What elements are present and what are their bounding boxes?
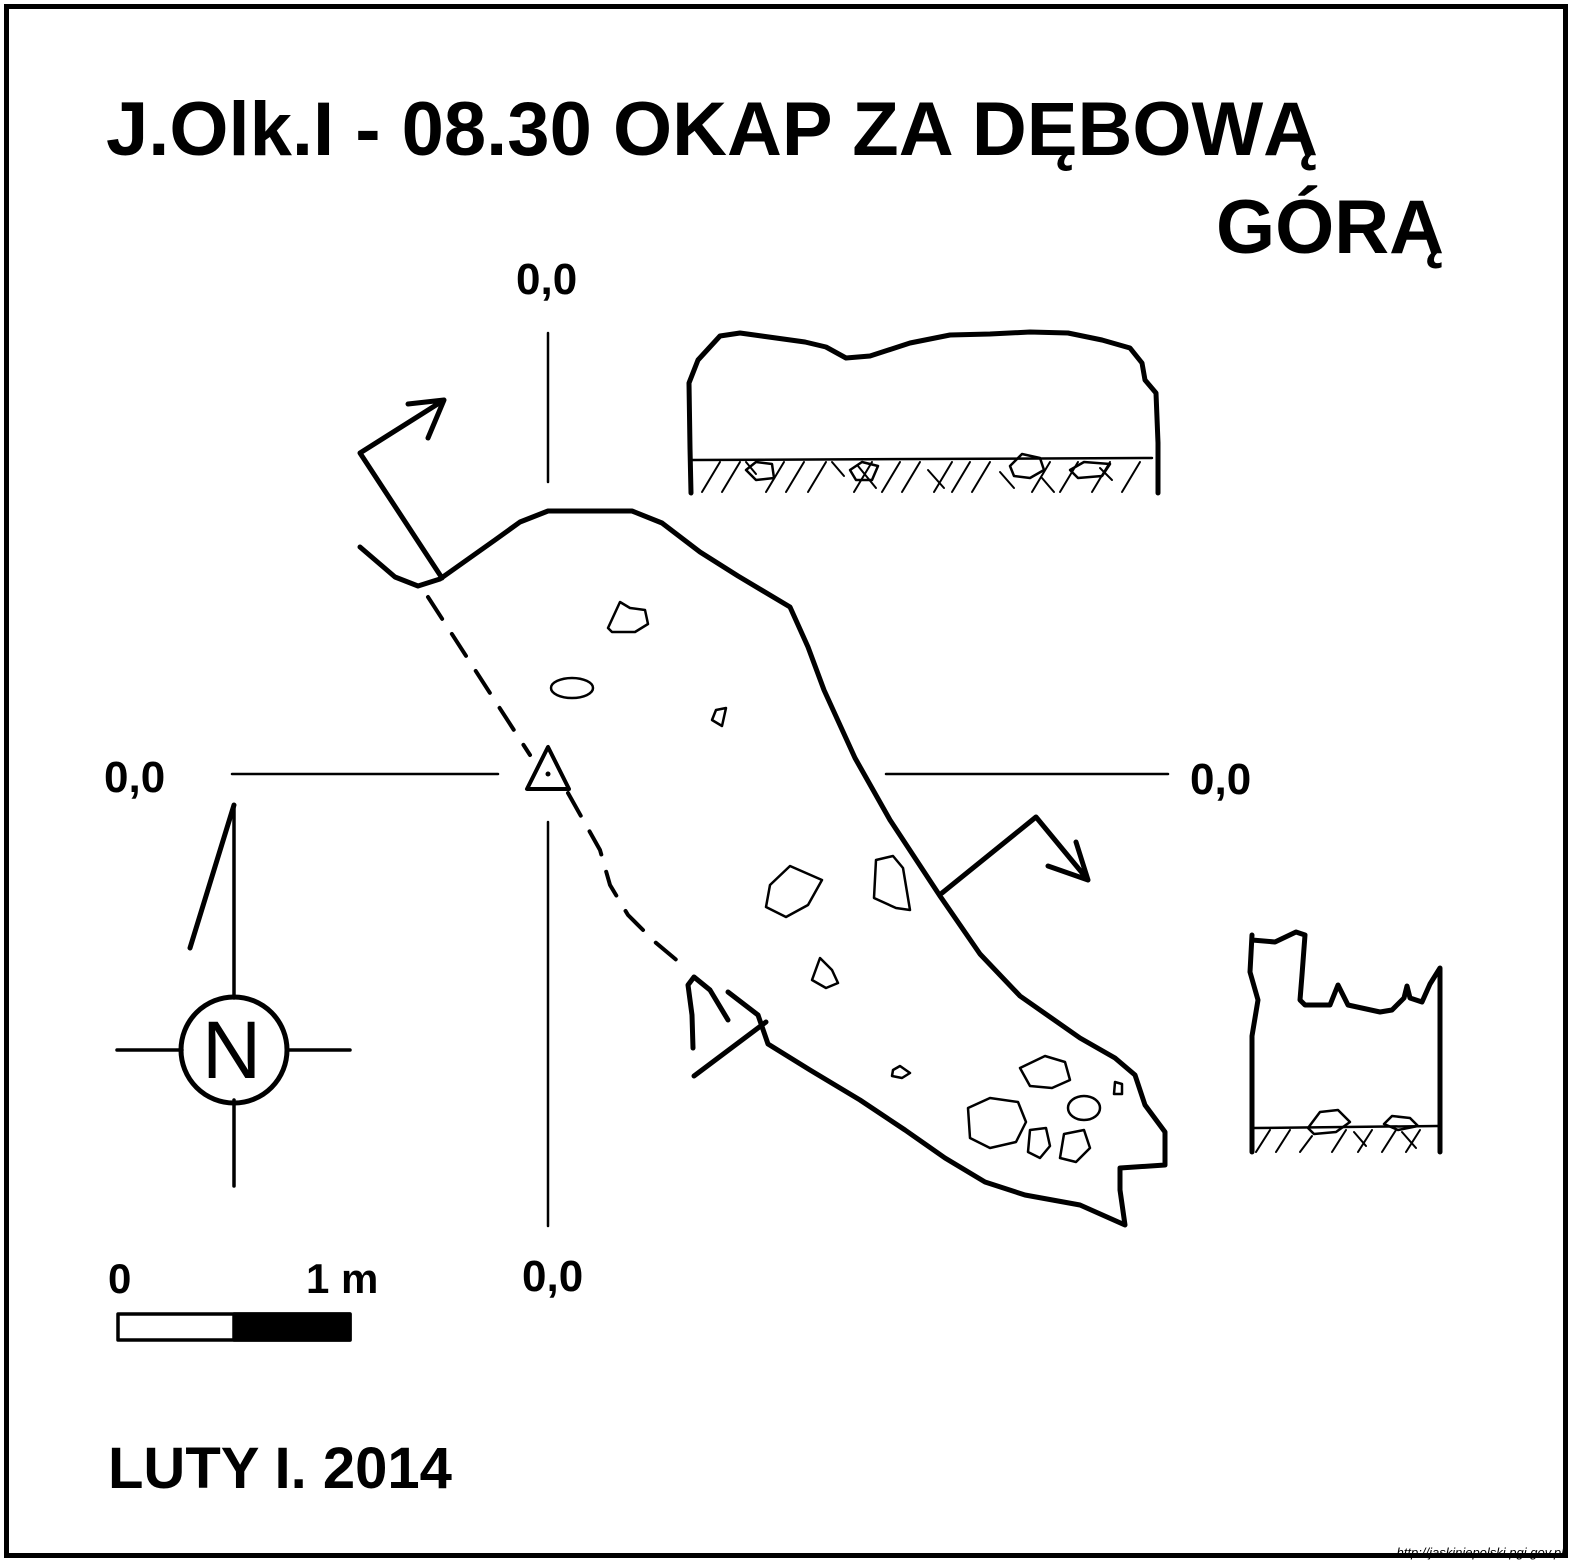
rock-icon xyxy=(810,956,840,990)
compass-circle xyxy=(178,994,290,1106)
rock-icon xyxy=(1058,1128,1092,1164)
floor-hatching xyxy=(1255,1129,1421,1153)
rock-icon xyxy=(848,460,880,482)
rock-icon xyxy=(1306,1108,1352,1136)
rock-icon xyxy=(1026,1126,1052,1160)
scale-bar xyxy=(116,1312,352,1342)
section-rocks xyxy=(744,452,1112,482)
compass-north-letter: N xyxy=(202,1005,262,1096)
rock-icon xyxy=(1112,1080,1124,1096)
datum-cross-lines xyxy=(230,331,1170,1228)
rock-icon xyxy=(872,854,912,912)
survey-date: LUTY I. 2014 xyxy=(108,1436,452,1501)
section-arrow-c xyxy=(691,1019,769,1079)
cave-inner-ledge xyxy=(685,974,731,1051)
datum-label-bottom: 0,0 xyxy=(522,1252,584,1301)
survey-station-icon xyxy=(525,745,571,791)
cross-section-a xyxy=(686,329,1161,496)
map-title-line-1: J.Olk.I - 08.30 OKAP ZA DĘBOWĄ xyxy=(106,87,1319,172)
rock-icon xyxy=(744,460,776,482)
datum-label-left: 0,0 xyxy=(104,753,166,802)
drip-line xyxy=(426,595,688,970)
map-frame xyxy=(4,4,1568,1558)
source-credit: http://jaskiniepolski.pgi.gov.pl xyxy=(1396,1545,1564,1560)
rock-icon xyxy=(890,1064,912,1080)
section-arrow-b xyxy=(939,814,1091,896)
datum-label-top: 0,0 xyxy=(516,255,578,304)
rock-icon xyxy=(1382,1114,1420,1132)
rock-icon xyxy=(1008,452,1046,480)
floor-line xyxy=(690,456,1154,462)
map-title-line-2: GÓRĄ xyxy=(1216,185,1444,270)
datum-label-right: 0,0 xyxy=(1190,755,1252,804)
section-arrow-a xyxy=(357,397,447,581)
rock-icon xyxy=(1066,1094,1102,1122)
floor-line xyxy=(1252,1124,1440,1130)
north-arrow-icon xyxy=(187,802,237,951)
rock-icon xyxy=(549,676,595,700)
scale-bar-filled-segment xyxy=(232,1312,352,1342)
cross-section-b xyxy=(1247,929,1443,1155)
compass-rose xyxy=(115,802,352,1188)
rock-icon xyxy=(710,706,728,728)
rock-icon xyxy=(1018,1054,1072,1090)
rock-icon xyxy=(966,1096,1028,1150)
rock-icon xyxy=(764,864,824,919)
plan-rocks xyxy=(549,600,1124,1164)
rock-icon xyxy=(606,600,650,634)
section-rocks xyxy=(1306,1108,1420,1136)
cave-plan-outline xyxy=(357,508,1168,1228)
scale-label-start: 0 xyxy=(108,1255,132,1302)
scale-label-end: 1 m xyxy=(306,1255,379,1302)
rock-icon xyxy=(1068,460,1112,480)
